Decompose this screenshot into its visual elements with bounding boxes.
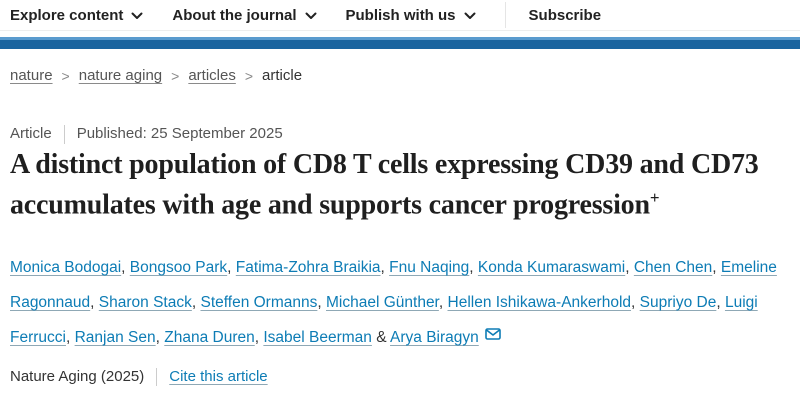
nav-stripe-gap — [0, 31, 800, 37]
nav-item-publish-with-us[interactable]: Publish with us — [346, 7, 476, 24]
breadcrumb: nature > nature aging > articles > artic… — [10, 66, 790, 86]
author-separator: , — [625, 259, 634, 277]
author-link[interactable]: Steffen Ormanns — [200, 294, 318, 312]
author-link[interactable]: Sharon Stack — [98, 294, 192, 312]
author-separator: , — [155, 329, 165, 347]
breadcrumb-separator: > — [171, 68, 180, 84]
nav-item-label: Explore content — [10, 6, 124, 24]
title-superscript: + — [649, 188, 660, 207]
nav-item-about-the-journal[interactable]: About the journal — [172, 6, 317, 24]
breadcrumb-current: article — [262, 67, 303, 84]
breadcrumb-link-nature-aging[interactable]: nature aging — [78, 67, 163, 84]
author-separator: , — [716, 294, 725, 312]
author-link[interactable]: Hellen Ishikawa-Ankerhold — [447, 294, 632, 312]
breadcrumb-separator: > — [244, 68, 254, 84]
author-list: Monica Bodogai, Bongsoo Park, Fatima-Zoh… — [10, 259, 777, 346]
citation-line: Nature Aging (2025) Cite this article — [10, 367, 790, 387]
author-link[interactable]: Luigi Ferrucci — [10, 294, 758, 347]
breadcrumb-link-articles[interactable]: articles — [188, 67, 236, 84]
author-link[interactable]: Chen Chen — [633, 259, 713, 277]
author-separator: & — [371, 329, 391, 347]
nav-item-label: Publish with us — [345, 6, 456, 24]
citation-divider — [156, 368, 158, 387]
author-separator: , — [227, 259, 236, 277]
author-link[interactable]: Arya Biragyn — [390, 329, 479, 347]
chevron-down-icon — [464, 10, 476, 20]
journal-color-stripe — [0, 37, 800, 49]
author-link[interactable]: Fnu Naqing — [389, 259, 470, 277]
top-navigation: Explore content About the journal Publis… — [0, 0, 800, 31]
nav-item-explore-content[interactable]: Explore content — [10, 7, 143, 24]
nav-divider — [504, 2, 506, 28]
title-text: A distinct population of CD8 T cells exp… — [10, 149, 759, 221]
author-separator: , — [121, 259, 130, 277]
published-date: Published: 25 September 2025 — [76, 125, 283, 142]
author-separator: , — [380, 259, 390, 277]
author-separator: , — [631, 294, 640, 312]
author-link[interactable]: Monica Bodogai — [10, 259, 122, 277]
breadcrumb-separator: > — [61, 68, 70, 84]
journal-reference: Nature Aging (2025) — [10, 368, 145, 386]
envelope-icon[interactable] — [484, 328, 501, 341]
author-link[interactable]: Isabel Beerman — [263, 329, 372, 347]
author-separator: , — [191, 294, 201, 312]
article-type-label: Article — [10, 125, 52, 142]
article-meta: Article Published: 25 September 2025 — [10, 124, 790, 144]
author-separator: , — [469, 259, 478, 277]
chevron-down-icon — [305, 10, 317, 20]
author-link[interactable]: Bongsoo Park — [129, 259, 228, 277]
author-separator: , — [317, 294, 326, 312]
article-header: nature > nature aging > articles > artic… — [0, 66, 800, 387]
meta-divider — [63, 124, 65, 144]
author-byline: Monica Bodogai, Bongsoo Park, Fatima-Zoh… — [10, 250, 790, 355]
author-separator: , — [90, 294, 99, 312]
nav-item-label: About the journal — [172, 6, 297, 24]
page-title: A distinct population of CD8 T cells exp… — [10, 148, 790, 221]
author-link[interactable]: Fatima-Zohra Braikia — [235, 259, 381, 277]
author-link[interactable]: Konda Kumaraswami — [477, 259, 626, 277]
chevron-down-icon — [131, 10, 143, 20]
author-link[interactable]: Emeline Ragonnaud — [10, 259, 777, 312]
author-link[interactable]: Michael Günther — [326, 294, 439, 312]
author-separator: , — [254, 329, 264, 347]
author-link[interactable]: Zhana Duren — [164, 329, 255, 347]
cite-this-article-link[interactable]: Cite this article — [169, 368, 268, 386]
author-separator: , — [712, 259, 721, 277]
author-separator: , — [438, 294, 448, 312]
author-link[interactable]: Ranjan Sen — [74, 329, 156, 347]
nav-item-subscribe[interactable]: Subscribe — [528, 6, 602, 24]
author-link[interactable]: Supriyo De — [639, 294, 717, 312]
breadcrumb-link-nature[interactable]: nature — [10, 67, 53, 84]
author-separator: , — [65, 329, 75, 347]
